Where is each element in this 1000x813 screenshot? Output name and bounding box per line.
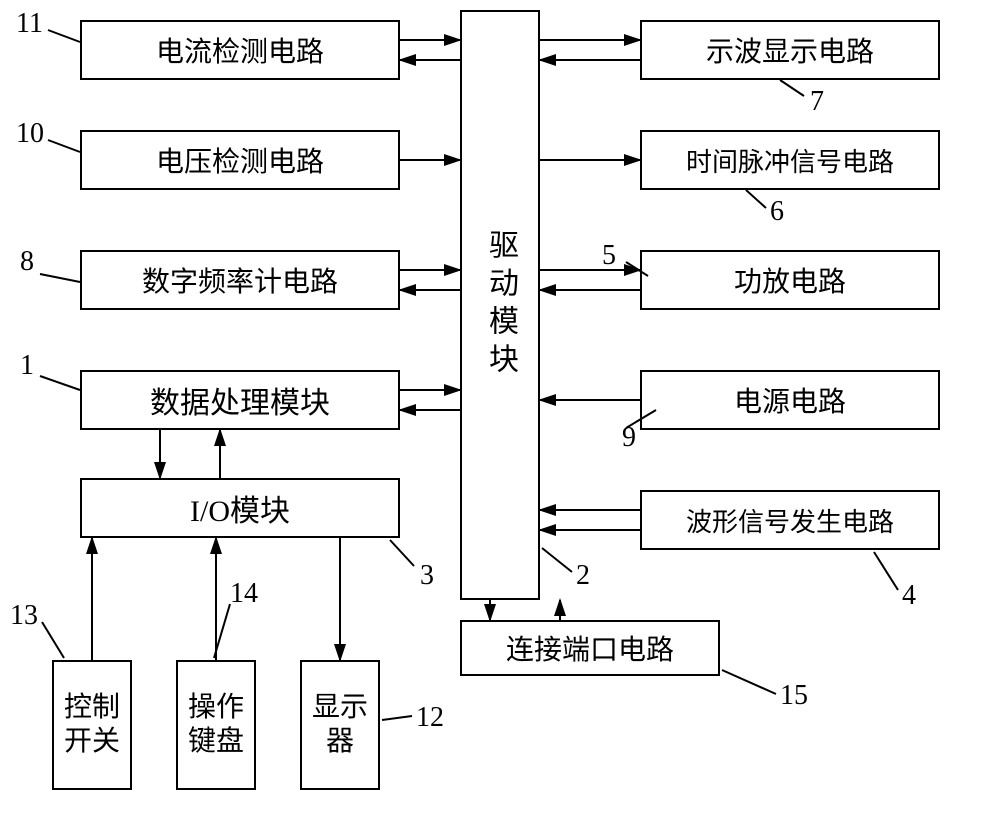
num-1: 1: [20, 350, 34, 382]
block-13: 控制开关: [52, 660, 132, 790]
block-9: 电源电路: [640, 370, 940, 430]
block-10-label: 电压检测电路: [156, 140, 324, 180]
block-1: 数据处理模块: [80, 370, 400, 430]
block-4: 波形信号发生电路: [640, 490, 940, 550]
block-9-label: 电源电路: [734, 380, 846, 420]
block-6: 时间脉冲信号电路: [640, 130, 940, 190]
num-6: 6: [770, 196, 784, 228]
block-5-label: 功放电路: [734, 260, 846, 300]
num-9: 9: [622, 422, 636, 454]
num-15: 15: [780, 680, 808, 712]
block-14: 操作键盘: [176, 660, 256, 790]
driver-module-label: 驱动模块: [478, 229, 522, 381]
num-7: 7: [810, 86, 824, 118]
block-11-label: 电流检测电路: [156, 30, 324, 70]
block-10: 电压检测电路: [80, 130, 400, 190]
num-3: 3: [420, 560, 434, 592]
num-14: 14: [230, 578, 258, 610]
num-2: 2: [576, 560, 590, 592]
num-13: 13: [10, 600, 38, 632]
block-5: 功放电路: [640, 250, 940, 310]
num-8: 8: [20, 246, 34, 278]
block-7-label: 示波显示电路: [706, 30, 874, 70]
block-1-label: 数据处理模块: [150, 378, 330, 422]
num-10: 10: [16, 118, 44, 150]
block-6-label: 时间脉冲信号电路: [686, 142, 894, 179]
block-7: 示波显示电路: [640, 20, 940, 80]
num-5: 5: [602, 240, 616, 272]
num-12: 12: [416, 702, 444, 734]
block-8-label: 数字频率计电路: [142, 260, 338, 300]
num-11: 11: [16, 8, 43, 40]
block-15-label: 连接端口电路: [506, 628, 674, 668]
block-15: 连接端口电路: [460, 620, 720, 676]
block-11: 电流检测电路: [80, 20, 400, 80]
block-13-label: 控制开关: [54, 691, 130, 758]
block-14-label: 操作键盘: [178, 691, 254, 758]
block-12: 显示器: [300, 660, 380, 790]
block-12-label: 显示器: [302, 691, 378, 758]
block-3: I/O模块: [80, 478, 400, 538]
block-4-label: 波形信号发生电路: [686, 502, 894, 539]
num-4: 4: [902, 580, 916, 612]
block-8: 数字频率计电路: [80, 250, 400, 310]
driver-module: 驱动模块: [460, 10, 540, 600]
block-3-label: I/O模块: [190, 486, 290, 530]
